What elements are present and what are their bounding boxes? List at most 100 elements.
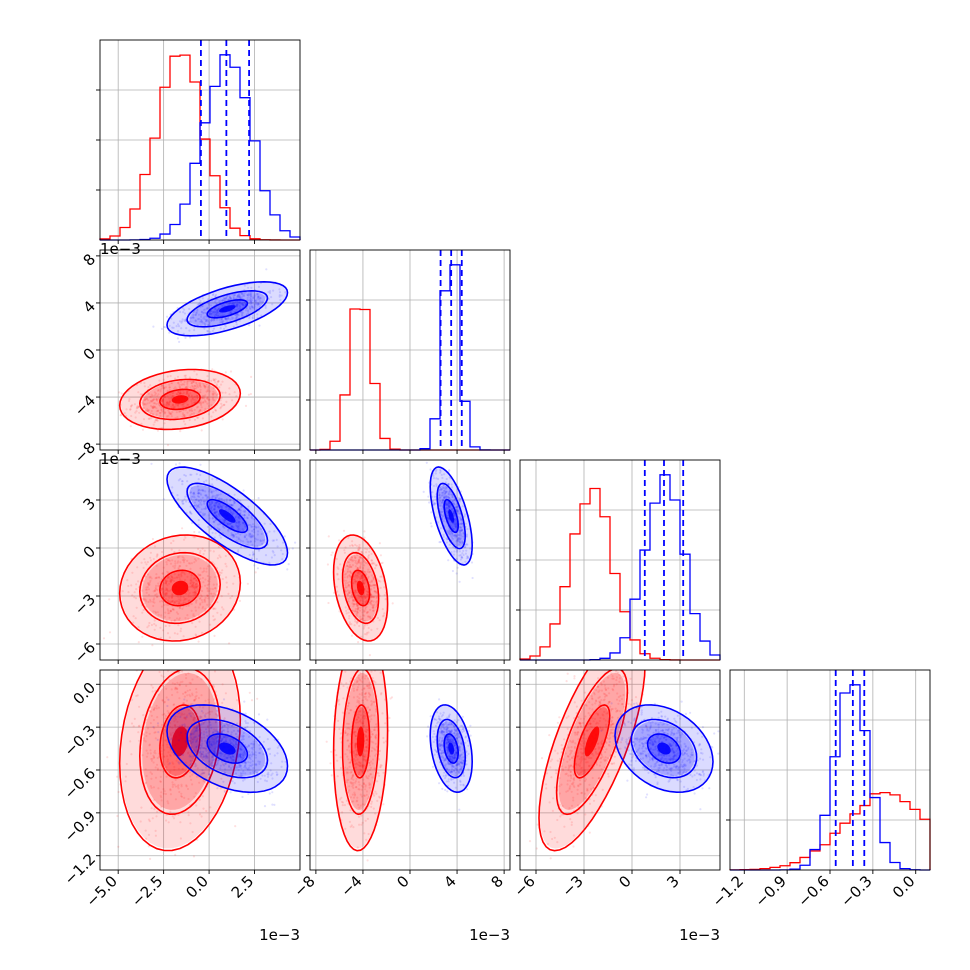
sample-point: [200, 403, 203, 407]
sample-point: [228, 298, 231, 301]
sample-point: [193, 587, 196, 591]
sample-point: [228, 295, 231, 298]
sample-point: [223, 297, 226, 300]
sample-point: [154, 593, 157, 597]
sample-point: [144, 561, 147, 564]
sample-point: [194, 319, 197, 322]
scatter-panel-2-0: [102, 462, 297, 647]
sample-point: [205, 315, 208, 318]
sample-point: [217, 308, 220, 311]
sample-point: [238, 307, 241, 310]
sample-point: [199, 549, 202, 553]
sample-point: [172, 321, 175, 324]
sample-point: [223, 313, 226, 316]
sample-point: [391, 602, 394, 605]
sample-point: [227, 298, 230, 301]
sample-point: [192, 316, 195, 319]
sample-point: [172, 539, 175, 543]
sample-point: [171, 595, 174, 598]
sample-point: [206, 397, 209, 400]
sample-point: [256, 303, 259, 306]
sample-point: [241, 292, 244, 295]
sample-point: [178, 555, 181, 558]
sample-point: [192, 313, 195, 317]
sample-point: [133, 403, 136, 406]
sample-point: [152, 325, 155, 328]
sample-point: [259, 297, 262, 300]
sample-point: [212, 293, 215, 296]
sample-point: [237, 301, 240, 304]
sample-point: [142, 407, 145, 410]
sample-point: [155, 398, 158, 401]
sample-point: [193, 408, 196, 411]
sample-point: [193, 586, 196, 589]
sample-point: [149, 600, 152, 603]
sample-point: [203, 397, 206, 400]
sample-point: [167, 612, 170, 615]
sample-point: [241, 795, 244, 799]
sample-point: [171, 326, 174, 329]
sample-point: [194, 592, 197, 595]
sample-point: [198, 384, 201, 387]
sample-point: [142, 403, 145, 406]
sample-point: [216, 315, 219, 318]
sample-point: [153, 619, 156, 622]
scatter-panel-1-0: [118, 268, 289, 447]
sample-point: [286, 568, 289, 571]
sample-point: [170, 548, 173, 551]
sample-point: [171, 559, 174, 562]
sample-point: [206, 583, 209, 587]
sample-point: [256, 567, 259, 570]
sample-point: [287, 563, 290, 566]
sample-point: [214, 408, 217, 412]
sample-point: [156, 553, 159, 556]
sample-point: [235, 303, 238, 306]
sample-point: [188, 329, 191, 332]
sample-point: [208, 564, 211, 567]
sample-point: [185, 564, 188, 567]
sample-point: [183, 312, 187, 315]
contour-blue: [186, 289, 269, 328]
sample-point: [217, 379, 220, 383]
sample-point: [160, 327, 163, 330]
sample-point: [216, 308, 219, 312]
sample-point: [221, 404, 224, 407]
sample-point: [214, 307, 217, 310]
sample-point: [152, 406, 156, 409]
sample-point: [212, 379, 216, 382]
sample-point: [187, 403, 190, 406]
sample-point: [175, 393, 178, 396]
sample-point: [202, 317, 205, 320]
sample-point: [172, 565, 175, 568]
sample-point: [257, 303, 260, 306]
sample-point: [198, 645, 200, 647]
sample-point: [230, 311, 233, 314]
sample-point: [146, 409, 149, 412]
sample-point: [200, 406, 203, 409]
sample-point: [206, 574, 209, 578]
sample-point: [153, 391, 156, 394]
sample-point: [172, 404, 175, 407]
sample-point: [195, 399, 198, 402]
sample-point: [166, 704, 169, 708]
sample-point: [202, 382, 205, 385]
sample-point: [179, 599, 182, 602]
sample-point: [177, 602, 180, 606]
sample-point: [171, 394, 174, 397]
sample-point: [201, 547, 204, 550]
sample-point: [179, 627, 183, 630]
sample-point: [156, 394, 159, 398]
sample-point: [247, 292, 250, 295]
sample-point: [188, 418, 191, 422]
sample-point: [146, 561, 149, 564]
sample-point: [171, 578, 174, 582]
sample-point: [144, 399, 147, 402]
sample-point: [152, 402, 155, 405]
sample-point: [171, 403, 174, 406]
sample-point: [271, 303, 274, 306]
sample-point: [213, 592, 216, 595]
sample-point: [188, 307, 191, 310]
sample-point: [162, 590, 165, 593]
sample-point: [180, 383, 183, 386]
sample-point: [137, 580, 140, 583]
